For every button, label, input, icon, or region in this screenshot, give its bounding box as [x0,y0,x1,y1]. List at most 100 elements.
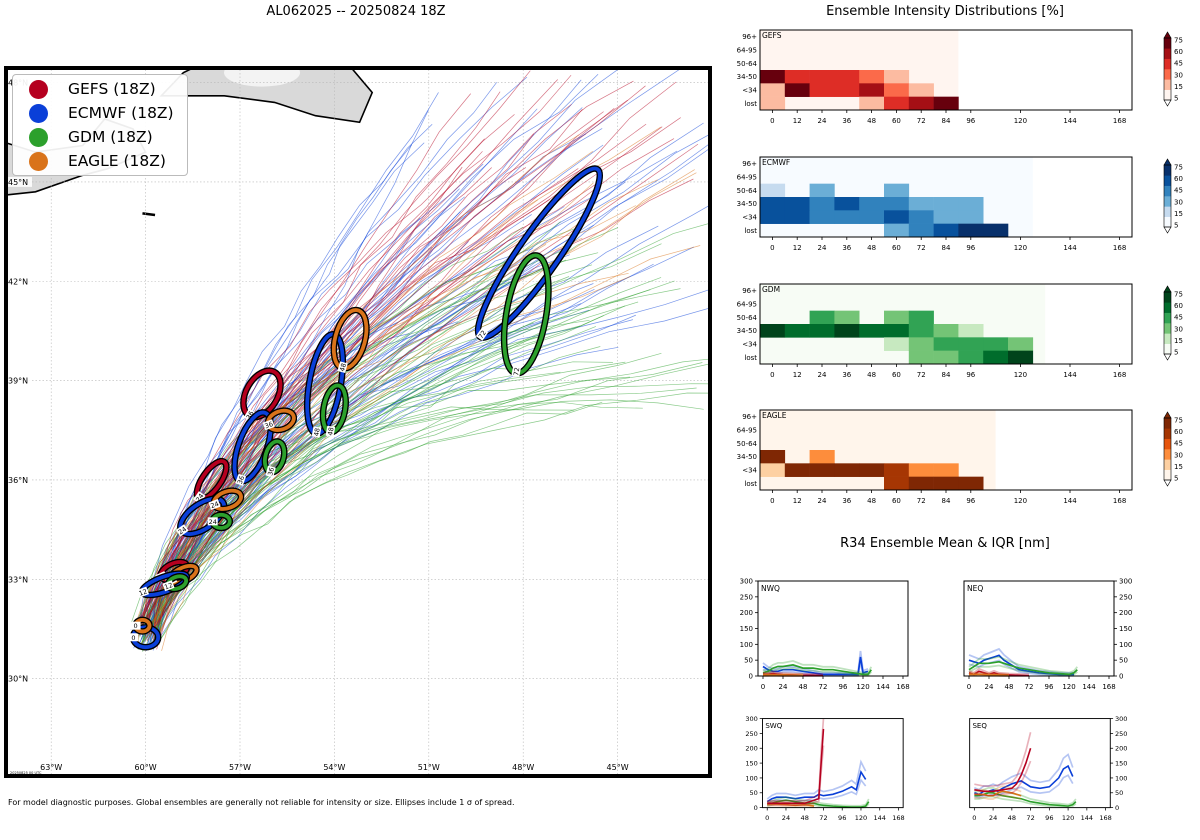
heatmap-cell [933,96,959,111]
colorbar-tick-label: 45 [1174,440,1183,448]
colorbar-tick-label: 30 [1174,451,1183,459]
heatmap-cell [884,476,910,491]
colorbar-max-arrow [1163,285,1172,293]
intensity-panel-eagle: EAGLE 96+ 64-95 50-64 34-50 <34 lost 0 12 24 36 48 6… [737,409,1183,505]
heatmap-cell [760,96,786,111]
r34-mean-gdm [762,664,872,676]
r34-y-label: 300 [740,578,753,586]
heatmap-x-label: 24 [818,117,827,125]
r34-mean-eagle [767,803,815,807]
sable-island [142,212,156,217]
heatmap-cell [958,337,984,351]
colorbar-segment [1164,469,1171,481]
legend-entry-eagle: EAGLE (18Z) [19,149,166,173]
heatmap-category-label: 64-95 [737,301,757,309]
heatmap-cell [760,463,786,477]
colorbar-min-arrow [1163,353,1172,361]
heatmap-category-label: <34 [742,467,757,475]
heatmap-category-label: 34-50 [737,453,757,461]
r34-iqr-lower-eagle [767,804,815,809]
heatmap-cells [760,284,1046,365]
r34-plot-area [964,581,1114,676]
r34-iqr-lower-gdm [762,667,872,677]
heatmap-cell [859,83,885,97]
colorbar-tick-label: 75 [1174,417,1183,425]
heatmap-cell [884,70,910,84]
heatmap-cell [884,210,910,224]
track-gefs [139,74,572,633]
heatmap-cell [983,337,1009,351]
r34-x-label: 48 [799,683,808,691]
track-gefs [152,85,646,633]
heatmap-category-label: 50-64 [737,187,758,195]
r34-x-label: 24 [985,683,994,691]
heatmap-cell [834,197,860,211]
main-title: AL062025 -- 20250824 18Z [266,4,446,19]
r34-y-label: 100 [1115,774,1128,782]
lat-tick-label: 39°N [8,377,28,386]
colorbar-tick-label: 5 [1174,349,1178,357]
ellipse-hour-label: 36 [266,467,276,477]
colorbar-segment [1164,418,1171,429]
colorbar-tick-label: 75 [1174,164,1183,172]
legend-marker-eagle [29,151,48,171]
heatmap-cell [958,197,984,211]
ellipse-gdm-72: 72 [500,252,552,378]
heatmap-category-label: <34 [742,214,757,222]
heatmap-cell [834,463,860,477]
lat-tick-label: 42°N [8,277,28,286]
colorbar-segment [1164,206,1171,217]
ellipse-label-bg [235,473,247,486]
ellipse-hour-label: 36 [264,420,275,430]
heatmap-cell [834,83,860,97]
colorbar-segment [1164,333,1171,344]
heatmap-cell [784,324,810,338]
r34-y-label: 250 [1115,730,1128,738]
map-legend: GEFS (18Z) ECMWF (18Z) GDM (18Z) EAGLE (… [12,74,188,176]
heatmap-category-label: <34 [742,341,757,349]
colorbar-tick-label: 15 [1174,463,1183,471]
r34-panel-swq: SWQ 0 50 100 150 200 250 300 0 24 48 72 96 120 144 168 [745,715,905,822]
heatmap-x-label: 0 [770,117,774,125]
ellipse-eagle-36: 36 [262,407,298,434]
heatmap-x-label: 120 [1014,371,1027,379]
heatmap-x-label: 144 [1063,497,1077,505]
intensity-panel-ecmwf: ECMWF 96+ 64-95 50-64 34-50 <34 lost 0 12 24 36 48 6… [737,156,1183,252]
r34-panel-nwq: NWQ 0 50 100 150 200 250 300 0 24 48 72 96 120 144 168 [740,578,910,692]
colorbar [1163,285,1172,361]
colorbar-segment [1164,459,1171,470]
r34-x-label: 0 [765,814,769,822]
colorbar-tick-label: 60 [1174,302,1183,310]
r34-x-label: 72 [819,683,828,691]
colorbar-tick-label: 60 [1174,175,1183,183]
heatmap-x-label: 36 [842,244,851,252]
r34-iqr-upper-gdm [762,659,873,674]
r34-quadrant-label: NWQ [761,584,780,593]
ellipse-label-bg [207,517,218,526]
r34-x-label: 48 [801,814,809,822]
legend-label-ecmwf: ECMWF (18Z) [68,104,174,122]
lon-tick-label: 45°W [607,763,629,772]
track-ecmwf [151,144,412,643]
heatmap-cell [933,350,959,365]
colorbar-max-arrow [1163,411,1172,419]
ellipse-ecmwf-0: 0 [128,624,162,651]
track-eagle [150,179,658,625]
r34-title: R34 Ensemble Mean & IQR [nm] [840,536,1050,551]
heatmap-x-label: 72 [917,117,926,125]
ellipse-hour-label: 72 [477,329,488,340]
lon-tick-label: 54°W [323,763,345,772]
r34-y-label: 250 [745,730,758,738]
heatmap-model-label: GEFS [762,31,782,40]
r34-y-label: 50 [744,657,753,665]
heatmap-x-label: 120 [1014,497,1027,505]
heatmap-cell [809,310,835,325]
legend-label-eagle: EAGLE (18Z) [68,152,166,170]
heatmap-cell [834,310,860,325]
r34-x-label: 168 [892,814,905,822]
heatmap-cell [834,324,860,338]
colorbar-segment [1164,196,1171,207]
colorbar-frame [1163,291,1172,355]
heatmap-cell [859,96,885,111]
heatmap-x-label: 0 [770,371,774,379]
